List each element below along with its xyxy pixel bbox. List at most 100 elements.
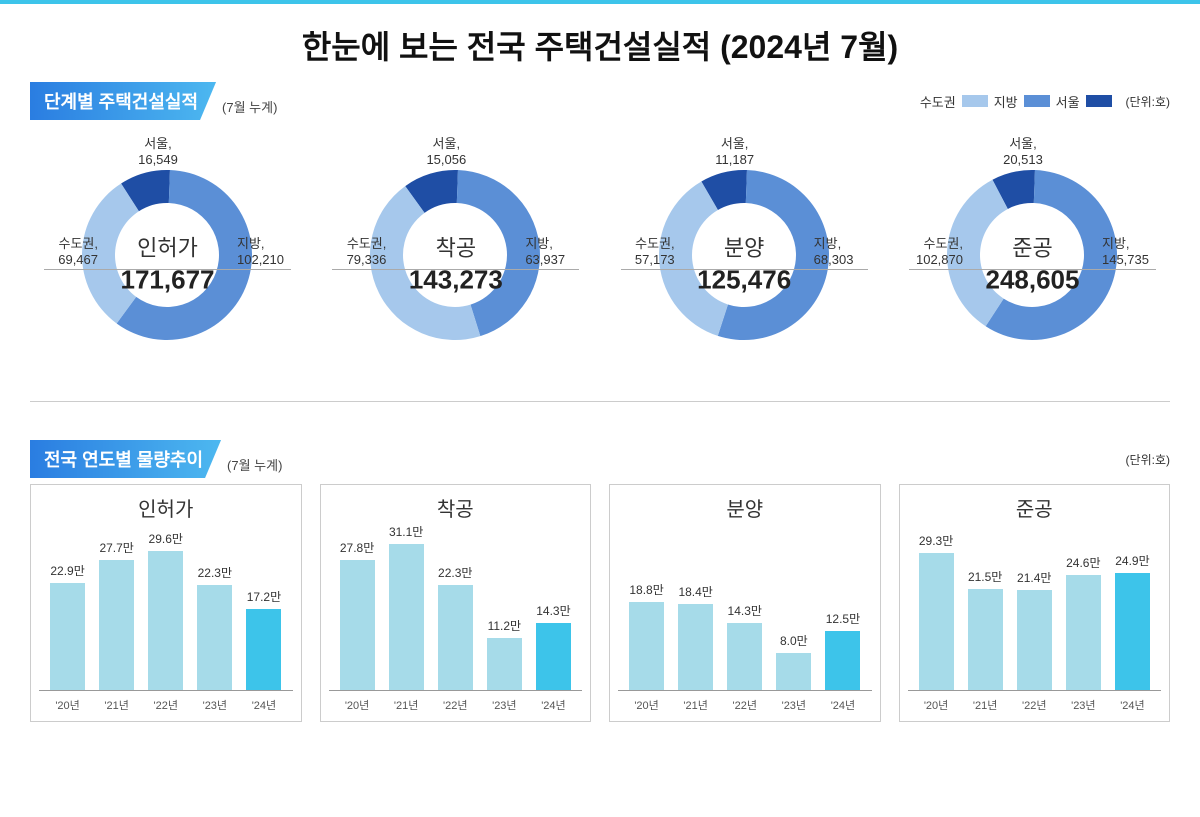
bar-x-label: '24년 bbox=[1115, 697, 1150, 713]
page-title: 한눈에 보는 전국 주택건설실적 (2024년 7월) bbox=[0, 4, 1200, 82]
donut-label-rural: 지방,63,937 bbox=[525, 236, 605, 269]
bar-value-label: 18.8만 bbox=[629, 581, 663, 598]
bar-area: 29.3만 21.5만 21.4만 24.6만 24.9만 bbox=[908, 526, 1162, 691]
bar: 22.9만 bbox=[50, 583, 85, 690]
legend-unit: (단위:호) bbox=[1126, 93, 1170, 110]
donut-total: 171,677 bbox=[121, 264, 215, 295]
donut-label-seoul: 서울,16,549 bbox=[118, 136, 198, 169]
section1-tag: 단계별 주택건설실적 bbox=[30, 82, 216, 120]
bar: 18.4만 bbox=[678, 604, 713, 690]
bar: 14.3만 bbox=[536, 623, 571, 690]
legend-rural-swatch bbox=[1024, 95, 1050, 107]
bar: 24.6만 bbox=[1066, 575, 1101, 690]
bar-x-label: '23년 bbox=[487, 697, 522, 713]
bar: 29.3만 bbox=[919, 553, 954, 690]
donut-name: 착공 bbox=[409, 230, 503, 262]
bar-x-label: '22년 bbox=[727, 697, 762, 713]
bar-x-label: '24년 bbox=[246, 697, 281, 713]
bar-panel-title: 분양 bbox=[618, 493, 872, 522]
donut-total: 248,605 bbox=[985, 264, 1079, 295]
bar: 21.5만 bbox=[968, 589, 1003, 690]
bar-value-label: 14.3만 bbox=[728, 602, 762, 619]
bar-value-label: 29.3만 bbox=[919, 532, 953, 549]
bar-x-label: '21년 bbox=[99, 697, 134, 713]
donut-total: 125,476 bbox=[697, 264, 791, 295]
legend-seoul-swatch bbox=[1086, 95, 1112, 107]
bar-x-label: '24년 bbox=[825, 697, 860, 713]
donut-label-metro: 수도권,79,336 bbox=[306, 236, 386, 269]
donut-center: 분양 125,476 bbox=[697, 230, 791, 295]
donut-label-seoul: 서울,15,056 bbox=[406, 136, 486, 169]
bar: 11.2만 bbox=[487, 638, 522, 691]
bar-x-label: '23년 bbox=[1066, 697, 1101, 713]
bar-value-label: 31.1만 bbox=[389, 523, 423, 540]
donut-name: 분양 bbox=[697, 230, 791, 262]
section2-header: 전국 연도별 물량추이 (7월 누계) (단위:호) bbox=[30, 440, 1170, 478]
bar-value-label: 18.4만 bbox=[678, 583, 712, 600]
donut-name: 준공 bbox=[985, 230, 1079, 262]
section2-tag: 전국 연도별 물량추이 bbox=[30, 440, 221, 478]
bar-panel-title: 착공 bbox=[329, 493, 583, 522]
bar-x-label: '20년 bbox=[50, 697, 85, 713]
bar-x-label: '21년 bbox=[968, 697, 1003, 713]
bar-area: 18.8만 18.4만 14.3만 8.0만 12.5만 bbox=[618, 526, 872, 691]
legend-rural-label: 지방 bbox=[994, 92, 1018, 111]
donut-chart: 준공 248,605 서울,20,513지방,145,735수도권,102,87… bbox=[895, 140, 1170, 395]
bar: 24.9만 bbox=[1115, 573, 1150, 690]
bar-panel: 착공 27.8만 31.1만 22.3만 11.2만 14.3만 '20년 '21… bbox=[320, 484, 592, 722]
bar-area: 22.9만 27.7만 29.6만 22.3만 17.2만 bbox=[39, 526, 293, 691]
bar: 27.7만 bbox=[99, 560, 134, 690]
bar: 12.5만 bbox=[825, 631, 860, 690]
bar-value-label: 22.9만 bbox=[50, 562, 84, 579]
bar: 17.2만 bbox=[246, 609, 281, 690]
bar: 8.0만 bbox=[776, 653, 811, 691]
donut-chart: 인허가 171,677 서울,16,549지방,102,210수도권,69,46… bbox=[30, 140, 305, 395]
bars-row: 인허가 22.9만 27.7만 29.6만 22.3만 17.2만 '20년 '2… bbox=[30, 484, 1170, 722]
bar-value-label: 22.3만 bbox=[198, 564, 232, 581]
bar-value-label: 29.6만 bbox=[149, 530, 183, 547]
bar-x-label: '21년 bbox=[678, 697, 713, 713]
bar-panel: 분양 18.8만 18.4만 14.3만 8.0만 12.5만 '20년 '21년… bbox=[609, 484, 881, 722]
donut-chart: 착공 143,273 서울,15,056지방,63,937수도권,79,336 bbox=[318, 140, 593, 395]
donut-label-seoul: 서울,20,513 bbox=[983, 136, 1063, 169]
bar-value-label: 27.8만 bbox=[340, 539, 374, 556]
bar: 27.8만 bbox=[340, 560, 375, 690]
section2-unit: (단위:호) bbox=[1118, 451, 1170, 468]
bar-x-label: '21년 bbox=[389, 697, 424, 713]
bar-value-label: 14.3만 bbox=[536, 602, 570, 619]
donut-label-rural: 지방,68,303 bbox=[814, 236, 894, 269]
bar-x-label: '22년 bbox=[148, 697, 183, 713]
donut-name: 인허가 bbox=[121, 230, 215, 262]
donut-label-rural: 지방,145,735 bbox=[1102, 236, 1182, 269]
legend-seoul-label: 서울 bbox=[1056, 92, 1080, 111]
legend-metro-label: 수도권 bbox=[920, 92, 956, 111]
bar-value-label: 24.6만 bbox=[1066, 554, 1100, 571]
bar: 29.6만 bbox=[148, 551, 183, 690]
bar-value-label: 12.5만 bbox=[826, 610, 860, 627]
bar-value-label: 27.7만 bbox=[99, 539, 133, 556]
bar-x-axis: '20년'21년'22년'23년'24년 bbox=[329, 691, 583, 713]
bar-panel-title: 준공 bbox=[908, 493, 1162, 522]
donut-label-seoul: 서울,11,187 bbox=[695, 136, 775, 169]
donut-total: 143,273 bbox=[409, 264, 503, 295]
bar: 31.1만 bbox=[389, 544, 424, 690]
bar: 21.4만 bbox=[1017, 590, 1052, 690]
bar: 18.8만 bbox=[629, 602, 664, 690]
bar-x-axis: '20년'21년'22년'23년'24년 bbox=[39, 691, 293, 713]
donut-center: 착공 143,273 bbox=[409, 230, 503, 295]
donut-center: 준공 248,605 bbox=[985, 230, 1079, 295]
bar-x-label: '20년 bbox=[919, 697, 954, 713]
bar-x-label: '22년 bbox=[438, 697, 473, 713]
bar-value-label: 21.5만 bbox=[968, 568, 1002, 585]
legend-metro-swatch bbox=[962, 95, 988, 107]
bar-area: 27.8만 31.1만 22.3만 11.2만 14.3만 bbox=[329, 526, 583, 691]
bar-x-label: '20년 bbox=[629, 697, 664, 713]
donut-chart: 분양 125,476 서울,11,187지방,68,303수도권,57,173 bbox=[607, 140, 882, 395]
bar-panel-title: 인허가 bbox=[39, 493, 293, 522]
bar-value-label: 11.2만 bbox=[488, 617, 522, 634]
bar-x-label: '20년 bbox=[340, 697, 375, 713]
bar-x-axis: '20년'21년'22년'23년'24년 bbox=[908, 691, 1162, 713]
bar-x-label: '23년 bbox=[776, 697, 811, 713]
bar-panel: 인허가 22.9만 27.7만 29.6만 22.3만 17.2만 '20년 '2… bbox=[30, 484, 302, 722]
bar-value-label: 8.0만 bbox=[780, 632, 808, 649]
